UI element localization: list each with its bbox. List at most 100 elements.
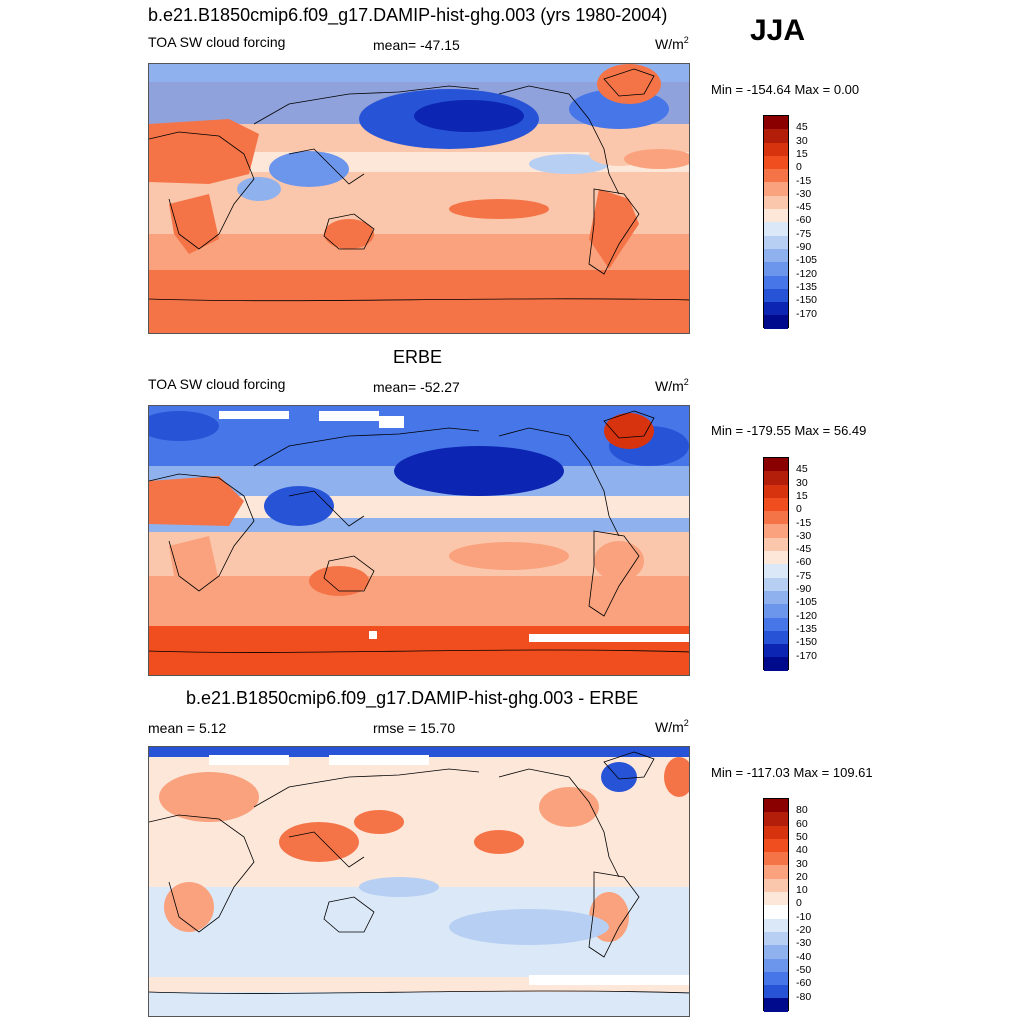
colorbar-swatch: [764, 235, 788, 249]
colorbar-swatch: [764, 878, 788, 893]
colorbar-swatch: [764, 315, 788, 329]
colorbar-swatch: [764, 524, 788, 538]
colorbar-swatch: [764, 577, 788, 591]
colorbar-swatch: [764, 471, 788, 485]
colorbar-swatch: [764, 129, 788, 143]
min-max-label: Min = -117.03 Max = 109.61: [711, 765, 873, 780]
contour-field: [149, 747, 689, 1016]
panel-title: ERBE: [393, 347, 443, 367]
colorbar-tick-label: -80: [796, 990, 812, 1003]
colorbar-tick-label: 15: [796, 489, 808, 502]
colorbar-tick-label: -60: [796, 977, 812, 990]
units-label: W/m2: [655, 718, 689, 735]
colorbar-tick-label: -75: [796, 569, 812, 582]
colorbar-swatch: [764, 142, 788, 156]
colorbar-tick-label: 40: [796, 844, 808, 857]
colorbar-tick-label: -135: [796, 280, 818, 293]
colorbar-tick-label: -75: [796, 227, 812, 240]
rmse-label: rmse = 15.70: [373, 720, 456, 736]
map-plot: [148, 405, 690, 676]
colorbar: [763, 115, 789, 329]
colorbar: [763, 457, 789, 671]
colorbar-tick-label: -60: [796, 214, 812, 227]
colorbar-tick-label: -30: [796, 529, 812, 542]
colorbar-swatch: [764, 931, 788, 946]
colorbar-tick-label: 30: [796, 134, 808, 147]
colorbar-swatch: [764, 838, 788, 853]
contour-field: [149, 406, 689, 675]
colorbar-swatch: [764, 195, 788, 210]
colorbar-tick-label: 30: [796, 857, 808, 870]
min-max-label: Min = -179.55 Max = 56.49: [711, 423, 867, 438]
colorbar-tick-label: -20: [796, 924, 812, 936]
colorbar-swatch: [764, 590, 788, 605]
colorbar-tick-label: 60: [796, 817, 808, 830]
colorbar-tick-label: 10: [796, 884, 808, 897]
colorbar-swatch: [764, 497, 788, 512]
colorbar-swatch: [764, 209, 788, 223]
mean-label: mean = 5.12: [148, 720, 227, 736]
colorbar-swatch: [764, 971, 788, 986]
colorbar-swatch: [764, 657, 788, 671]
colorbar-tick-label: 50: [796, 830, 808, 843]
colorbar-swatch: [764, 617, 788, 631]
units-label: W/m2: [655, 35, 689, 52]
colorbar-tick-label: -60: [796, 556, 812, 569]
colorbar-swatch: [764, 905, 788, 919]
colorbar-swatch: [764, 958, 788, 972]
panel-title: b.e21.B1850cmip6.f09_g17.DAMIP-hist-ghg.…: [148, 5, 668, 25]
mean-label: mean= -47.15: [373, 37, 460, 53]
colorbar-tick-label: -170: [796, 649, 818, 662]
colorbar-swatch: [764, 537, 788, 552]
colorbar-tick-label: 15: [796, 147, 808, 160]
colorbar-swatch: [764, 852, 788, 866]
contour-field: [149, 64, 689, 333]
colorbar: [763, 798, 789, 1012]
colorbar-tick-label: -150: [796, 294, 818, 307]
colorbar-swatch: [764, 604, 788, 618]
colorbar-tick-label: -15: [796, 516, 812, 529]
colorbar-tick-label: -45: [796, 543, 812, 556]
colorbar-swatch: [764, 275, 788, 289]
colorbar-tick-label: 30: [796, 476, 808, 489]
colorbar-tick-label: -15: [796, 174, 812, 187]
colorbar-swatch: [764, 985, 788, 999]
map-plot: [148, 63, 690, 334]
colorbar-swatch: [764, 799, 788, 813]
colorbar-tick-label: -105: [796, 596, 818, 609]
colorbar-swatch: [764, 155, 788, 170]
colorbar-swatch: [764, 865, 788, 879]
colorbar-swatch: [764, 484, 788, 498]
colorbar-tick-label: -170: [796, 307, 818, 320]
colorbar-tick-label: -150: [796, 636, 818, 649]
colorbar-swatch: [764, 248, 788, 263]
season-label: JJA: [750, 14, 806, 47]
colorbar-tick-label: 0: [796, 897, 802, 910]
colorbar-swatch: [764, 458, 788, 472]
colorbar-swatch: [764, 630, 788, 645]
colorbar-swatch: [764, 511, 788, 525]
map-plot: [148, 746, 690, 1017]
colorbar-tick-label: 0: [796, 503, 802, 516]
colorbar-tick-label: 45: [796, 463, 808, 476]
mean-label: mean= -52.27: [373, 379, 460, 395]
colorbar-swatch: [764, 918, 788, 932]
colorbar-swatch: [764, 812, 788, 826]
variable-label: TOA SW cloud forcing: [148, 376, 286, 392]
colorbar-swatch: [764, 182, 788, 196]
colorbar-swatch: [764, 892, 788, 906]
colorbar-swatch: [764, 998, 788, 1012]
colorbar-swatch: [764, 169, 788, 183]
min-max-label: Min = -154.64 Max = 0.00: [711, 82, 860, 97]
colorbar-swatch: [764, 825, 788, 839]
colorbar-tick-label: 20: [796, 870, 808, 883]
colorbar-tick-label: 45: [796, 121, 808, 134]
colorbar-tick-label: -90: [796, 241, 812, 253]
colorbar-tick-label: -105: [796, 254, 818, 267]
colorbar-swatch: [764, 644, 788, 658]
colorbar-swatch: [764, 288, 788, 303]
colorbar-tick-label: -30: [796, 937, 812, 950]
panel-title: b.e21.B1850cmip6.f09_g17.DAMIP-hist-ghg.…: [186, 688, 639, 708]
colorbar-tick-label: -50: [796, 963, 812, 976]
colorbar-tick-label: -10: [796, 910, 812, 923]
